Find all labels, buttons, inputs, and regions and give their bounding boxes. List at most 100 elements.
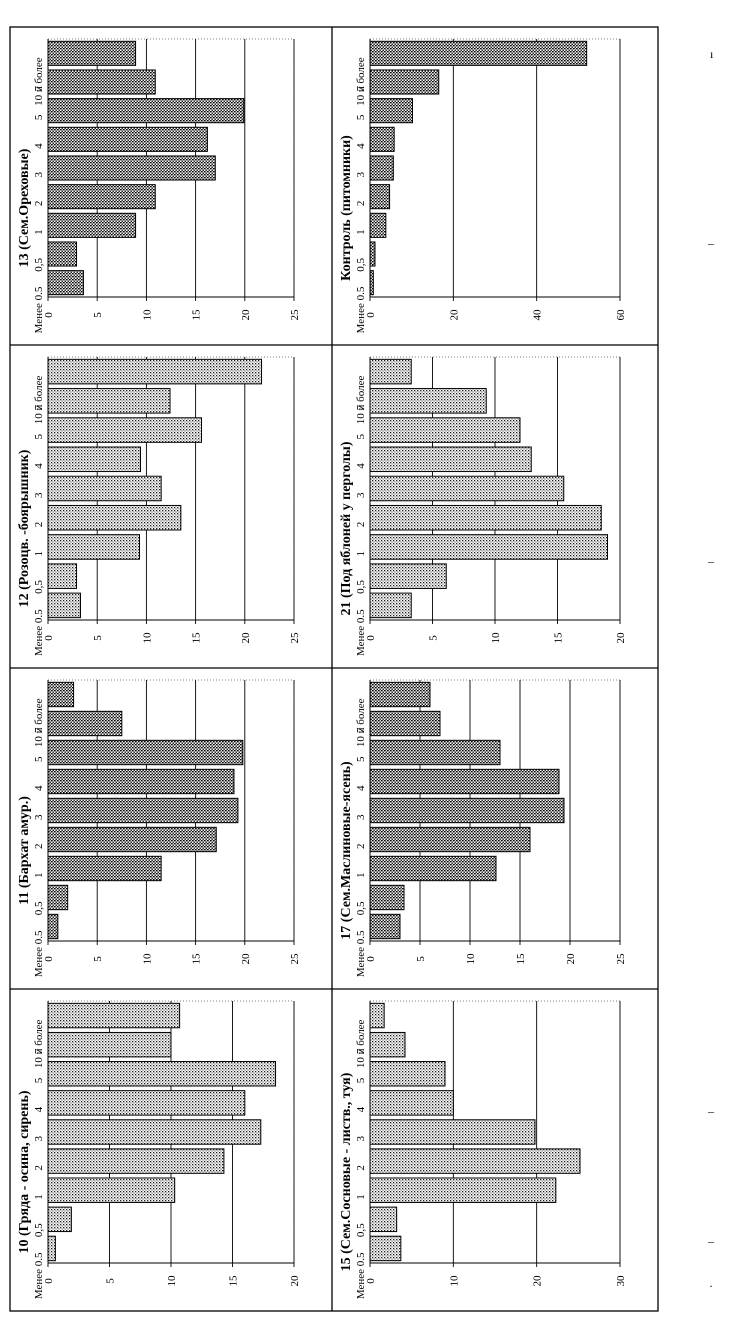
histogram-bar	[47, 1148, 225, 1174]
tick-label: 25	[289, 953, 301, 965]
histogram-bar	[369, 40, 588, 66]
tick-label: 20	[615, 632, 627, 644]
chart-title: Контроль (питомники)	[339, 135, 354, 281]
tick-label: 10	[490, 632, 502, 644]
category-label: 2	[355, 201, 367, 207]
category-label: 10 и более	[33, 698, 45, 747]
chart-title: 10 (Гряда - осина, сирень)	[17, 1090, 32, 1253]
category-label: 5	[33, 434, 45, 440]
tick-label: 10	[448, 1275, 460, 1287]
category-label: 7	[33, 404, 45, 410]
tick-label: 15	[191, 953, 203, 965]
category-label: Менее 0.5	[355, 930, 367, 977]
category-label: 1	[33, 1194, 45, 1200]
histogram-bar	[47, 241, 78, 267]
category-label: 4	[355, 143, 367, 149]
histogram-bar	[47, 184, 156, 210]
category-label: 4	[355, 463, 367, 469]
tick-label: 20	[240, 309, 252, 321]
category-label: 3	[33, 172, 45, 178]
category-label: 7	[33, 1048, 45, 1054]
tick-label: 0	[43, 635, 55, 641]
category-label: 7	[355, 86, 367, 92]
histogram-bar	[369, 504, 602, 531]
category-label: Менее 0.5	[33, 286, 45, 333]
histogram-bar	[47, 739, 244, 766]
histogram-bar	[369, 534, 608, 560]
chart-title: 13 (Сем.Ореховые)	[17, 148, 32, 267]
category-label: 3	[355, 172, 367, 178]
category-label: 5	[355, 114, 367, 120]
histogram-bar	[47, 417, 203, 443]
tick-label: 10	[141, 953, 153, 965]
category-label: 2	[355, 1165, 367, 1171]
histogram-bar	[47, 69, 156, 95]
tick-label: 20	[289, 1275, 301, 1287]
chart-title: 15 (Сем.Сосновые - листв., туя)	[339, 1072, 354, 1271]
tick-label: 25	[289, 309, 301, 321]
category-label: 2	[33, 1165, 45, 1171]
histogram-bar	[369, 826, 531, 853]
histogram-bar	[369, 1002, 385, 1029]
tick-label: 20	[448, 309, 460, 321]
histogram-bar	[47, 1119, 262, 1145]
histogram-bar	[369, 913, 401, 940]
histogram-bar	[369, 1148, 581, 1174]
category-label: Менее 0.5	[33, 930, 45, 977]
category-label: 1	[355, 229, 367, 235]
tick-label: 5	[428, 635, 440, 641]
category-label: Менее 0.5	[33, 609, 45, 656]
stray-mark: ı	[710, 47, 714, 61]
category-label: Менее 0.5	[355, 1252, 367, 1299]
category-label: 7	[355, 404, 367, 410]
tick-label: 60	[615, 309, 627, 321]
category-label: 5	[33, 756, 45, 762]
histogram-bar	[47, 710, 123, 737]
histogram-bar	[369, 475, 565, 502]
histogram-bar	[47, 98, 245, 124]
category-label: 0,5	[33, 258, 45, 272]
histogram-bar	[369, 270, 374, 296]
tick-label: 10	[141, 309, 153, 321]
category-label: 1	[355, 873, 367, 879]
category-label: 3	[355, 1136, 367, 1142]
histogram-bar	[47, 1061, 277, 1087]
histogram-bar	[369, 768, 560, 795]
stray-mark: ·	[709, 1279, 713, 1293]
category-label: 0,5	[33, 580, 45, 594]
category-label: 2	[33, 201, 45, 207]
histogram-bar	[47, 534, 141, 560]
category-label: 0,5	[33, 901, 45, 915]
histogram-bar	[369, 184, 391, 210]
category-label: 10 и более	[355, 1019, 367, 1068]
histogram-bar	[369, 212, 387, 238]
plot-area	[47, 356, 295, 621]
histogram-bar	[369, 681, 431, 708]
tick-label: 5	[92, 956, 104, 962]
category-label: 2	[355, 522, 367, 528]
tick-label: 0	[43, 956, 55, 962]
category-label: 1	[355, 1194, 367, 1200]
histogram-bar	[369, 797, 565, 824]
stray-mark: –	[707, 236, 715, 250]
category-label: 1	[33, 551, 45, 557]
tick-label: 5	[415, 956, 427, 962]
tick-label: 25	[289, 632, 301, 644]
tick-label: 0	[365, 312, 377, 318]
histogram-bar	[47, 504, 182, 531]
histogram-bar	[369, 1177, 557, 1203]
category-label: 7	[33, 727, 45, 733]
histogram-bar	[47, 446, 141, 473]
category-label: 4	[33, 785, 45, 791]
histogram-bar	[369, 98, 413, 124]
histogram-bar	[369, 446, 532, 473]
histogram-bar	[369, 69, 440, 95]
category-label: 10 и более	[33, 57, 45, 106]
tick-label: 10	[166, 1275, 178, 1287]
histogram-bar	[47, 797, 239, 824]
tick-label: 0	[365, 635, 377, 641]
histogram-bar	[369, 126, 395, 152]
